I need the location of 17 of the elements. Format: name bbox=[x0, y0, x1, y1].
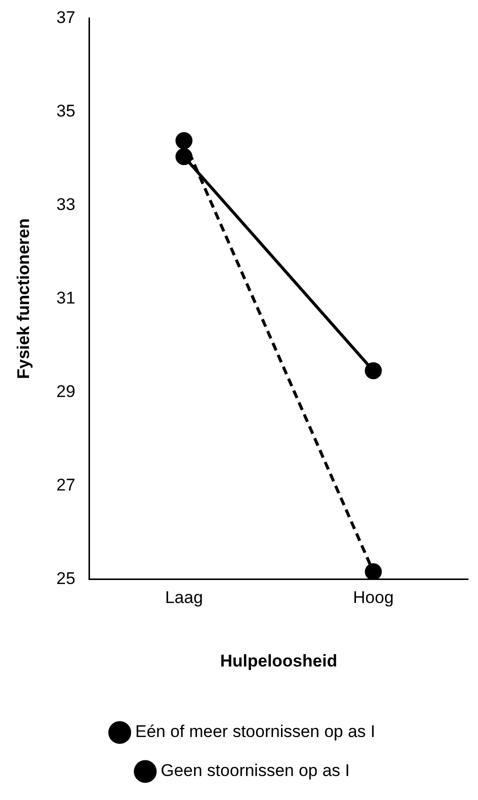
x-axis-title: Hulpeloosheid bbox=[220, 651, 338, 670]
y-tick-label: 25 bbox=[56, 568, 76, 588]
y-tick-label: 27 bbox=[56, 475, 76, 494]
x-tick-label: Laag bbox=[165, 588, 203, 608]
y-tick-label: 37 bbox=[56, 8, 76, 27]
legend-label: Eén of meer stoornissen op as I bbox=[135, 722, 376, 742]
x-tick-label: Hoog bbox=[353, 588, 394, 608]
legend-label: Geen stoornissen op as I bbox=[160, 761, 350, 780]
point bbox=[364, 362, 382, 380]
point bbox=[175, 132, 192, 150]
y-tick-label: 35 bbox=[56, 101, 76, 120]
y-tick-label: 31 bbox=[56, 288, 76, 308]
point bbox=[364, 563, 382, 580]
y-tick-label: 29 bbox=[56, 382, 76, 401]
y-axis-title: Fysiek functioneren bbox=[14, 218, 33, 380]
point bbox=[175, 148, 192, 166]
y-tick-label: 33 bbox=[56, 194, 76, 214]
